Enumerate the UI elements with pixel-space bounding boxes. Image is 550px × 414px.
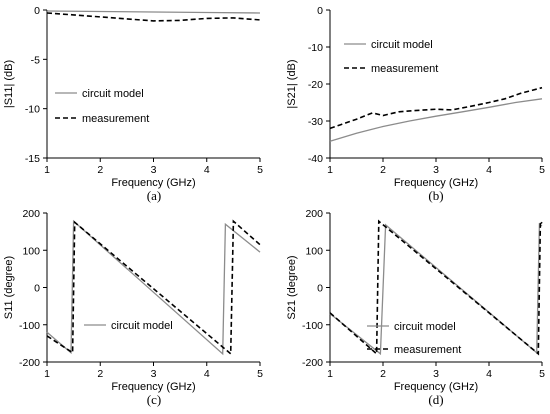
y-tick-label: 100 [22,245,40,257]
x-tick-label: 5 [257,368,263,380]
legend-label: circuit model [371,39,433,51]
x-tick-label: 1 [327,164,333,176]
x-tick-label: 4 [204,164,210,176]
series-line-circuit-model [329,98,543,142]
series-line-measurement [329,218,543,356]
chart-panel-c: 1 2 3 4 5 200 100 0 -100 -200 Frequency (GHz) S11 (… [3,208,263,407]
x-axis-label: Frequency (GHz) [394,177,478,189]
x-tick-label: 4 [486,164,492,176]
legend-label: measurement [82,113,149,125]
series-line-unnamed [46,219,261,356]
panel-caption: (a) [147,188,161,203]
x-tick-label: 1 [327,368,333,380]
y-tick-label: -10 [308,42,323,54]
legend-label: circuit model [111,320,173,332]
y-tick-label: -10 [25,104,40,116]
series-line-circuit-model [46,219,261,356]
panel-caption: (d) [428,392,443,407]
x-tick-label: 4 [204,368,210,380]
series-line-circuit-model [46,10,261,14]
y-axis-label: |S21| (dB) [286,59,298,108]
x-tick-label: 2 [380,164,386,176]
x-tick-label: 3 [433,164,439,176]
x-tick-label: 3 [151,368,157,380]
legend-label: measurement [371,63,438,75]
x-tick-label: 5 [539,164,545,176]
y-tick-label: 200 [305,208,323,220]
series-line-circuit-model [329,222,543,356]
x-tick-label: 5 [257,164,263,176]
x-tick-label: 3 [151,164,157,176]
chart-panel-a: 1 2 3 4 5 0 -5 -10 -15 Frequency (GHz) |S11| (dB) c… [3,5,263,203]
panel-caption: (b) [428,188,443,203]
y-tick-label: 0 [34,283,40,295]
y-tick-label: 0 [34,5,40,17]
y-tick-label: 100 [305,245,323,257]
y-axis-label: S11 (degree) [3,256,15,319]
x-axis-label: Frequency (GHz) [111,381,195,393]
x-tick-label: 4 [486,368,492,380]
y-tick-label: -30 [308,116,323,128]
x-tick-label: 1 [44,368,50,380]
chart-panel-d: 1 2 3 4 5 200 100 0 -100 -200 Frequency (GHz) S21 (… [286,208,545,407]
x-tick-label: 5 [539,368,545,380]
y-tick-label: -40 [308,153,323,165]
y-tick-label: -100 [19,320,40,332]
y-tick-label: 0 [317,283,323,295]
y-tick-label: -5 [31,54,40,66]
x-tick-label: 3 [433,368,439,380]
y-tick-label: -100 [302,320,323,332]
chart-panel-b: 1 2 3 4 5 0 -10 -20 -30 -40 Frequency (GHz) |S21| (… [286,5,545,203]
y-tick-label: -15 [25,153,40,165]
x-axis-label: Frequency (GHz) [111,177,195,189]
legend-label: circuit model [394,321,456,333]
y-tick-label: -200 [19,357,40,369]
x-axis-label: Frequency (GHz) [394,381,478,393]
y-tick-label: 200 [22,208,40,220]
x-tick-label: 1 [44,164,50,176]
series-line-measurement [329,86,543,130]
y-tick-label: -20 [308,79,323,91]
series-line-measurement [46,12,261,22]
y-axis-label: |S11| (dB) [3,60,15,108]
y-axis-label: S21 (degree) [286,255,298,319]
y-tick-label: 0 [317,5,323,17]
x-tick-label: 2 [380,368,386,380]
legend-label: circuit model [82,88,144,100]
y-tick-label: -200 [302,357,323,369]
x-tick-label: 2 [97,164,103,176]
x-tick-label: 2 [97,368,103,380]
legend-label: measurement [394,344,461,356]
panel-caption: (c) [147,392,161,407]
